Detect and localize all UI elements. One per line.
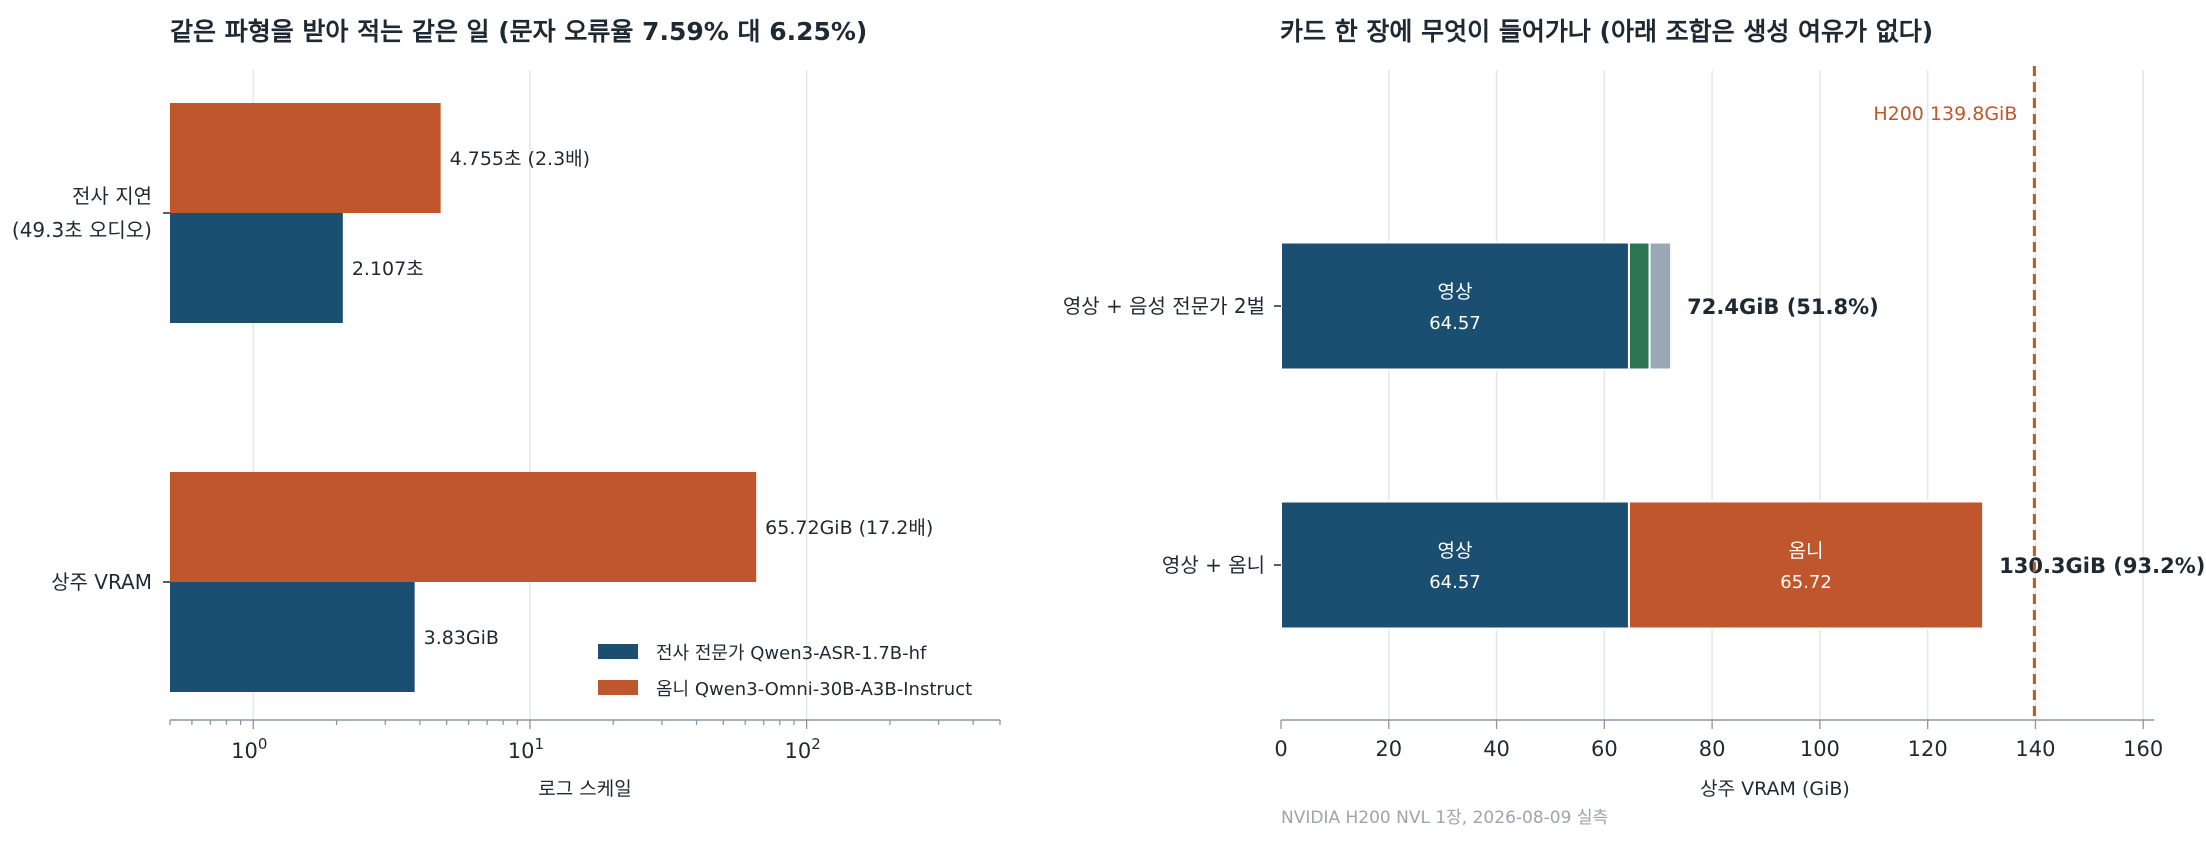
- right-bars: 영상 64.57 72.4GiB (51.8%) 영상 64.57 옴니 65.72 130.…: [1280, 241, 2205, 630]
- right-chart-title: 카드 한 장에 무엇이 들어가나 (아래 조합은 생성 여유가 없다): [1280, 17, 1933, 46]
- left-bar: [170, 472, 757, 582]
- right-x-tick-label: 140: [2015, 737, 2055, 761]
- reference-line-group: H200 139.8GiB: [1873, 66, 2036, 720]
- right-x-axis-label: 상주 VRAM (GiB): [1700, 778, 1850, 800]
- left-bar-value-label: 65.72GiB (17.2배): [765, 517, 933, 539]
- left-legend-label: 옴니 Qwen3-Omni-30B-A3B-Instruct: [656, 679, 972, 700]
- segment-name-label: 영상: [1437, 540, 1472, 562]
- segment-value-label: 64.57: [1429, 572, 1481, 593]
- left-bar-value-label: 2.107초: [352, 258, 424, 280]
- row-total-label: 72.4GiB (51.8%): [1687, 295, 1879, 319]
- left-legend-label: 전사 전문가 Qwen3-ASR-1.7B-hf: [656, 643, 927, 664]
- right-x-tick-label: 80: [1699, 737, 1726, 761]
- left-axes: 전사 지연 (49.3초 오디오) 상주 VRAM 100 101 102: [12, 184, 1001, 763]
- right-stack-segment: [1627, 241, 1651, 371]
- right-chart-panel: 카드 한 장에 무엇이 들어가나 (아래 조합은 생성 여유가 없다) 영상 64…: [1063, 17, 2205, 828]
- measurement-note: NVIDIA H200 NVL 1장, 2026-08-09 실측: [1281, 808, 1608, 828]
- right-x-tick-label: 40: [1483, 737, 1510, 761]
- segment-value-label: 64.57: [1429, 313, 1481, 334]
- right-category-label: 영상 + 음성 전문가 2벌: [1063, 294, 1265, 318]
- left-chart-panel: 같은 파형을 받아 적는 같은 일 (문자 오류율 7.59% 대 6.25%)…: [12, 17, 1001, 800]
- left-bar: [170, 582, 415, 692]
- left-category-label: 상주 VRAM: [51, 570, 152, 594]
- segment-name-label: 옴니: [1789, 540, 1824, 562]
- right-x-tick-label: 120: [1908, 737, 1948, 761]
- right-category-label: 영상 + 옴니: [1162, 553, 1265, 577]
- left-bar-value-label: 3.83GiB: [424, 627, 499, 649]
- right-stack-segment: [1280, 500, 1630, 630]
- left-bars: 4.755초 (2.3배) 2.107초 65.72GiB (17.2배) 3.83G…: [170, 103, 933, 692]
- right-x-tick-label: 160: [2123, 737, 2163, 761]
- left-legend: 전사 전문가 Qwen3-ASR-1.7B-hf 옴니 Qwen3-Omni-30…: [598, 643, 972, 700]
- right-x-tick-label: 20: [1375, 737, 1402, 761]
- left-category-label: (49.3초 오디오): [12, 218, 152, 242]
- left-x-axis-label: 로그 스케일: [538, 778, 631, 800]
- right-stack-segment: [1280, 241, 1630, 371]
- left-legend-swatch: [598, 680, 638, 695]
- right-x-tick-label: 60: [1591, 737, 1618, 761]
- left-x-tick-label: 101: [508, 735, 544, 763]
- left-x-tick-label: 102: [784, 735, 820, 763]
- left-legend-swatch: [598, 644, 638, 659]
- row-total-label: 130.3GiB (93.2%): [1999, 554, 2205, 578]
- left-bar: [170, 213, 343, 323]
- left-chart-title: 같은 파형을 받아 적는 같은 일 (문자 오류율 7.59% 대 6.25%): [170, 17, 867, 46]
- segment-value-label: 65.72: [1780, 572, 1832, 593]
- left-bar-value-label: 4.755초 (2.3배): [450, 148, 590, 170]
- left-bar: [170, 103, 441, 213]
- segment-name-label: 영상: [1437, 281, 1472, 303]
- h200-capacity-label: H200 139.8GiB: [1873, 103, 2017, 125]
- right-x-tick-label: 0: [1274, 737, 1287, 761]
- right-stack-segment: [1627, 500, 1985, 630]
- left-x-tick-label: 100: [231, 735, 267, 763]
- left-category-label: 전사 지연: [72, 184, 152, 208]
- right-stack-segment: [1648, 241, 1673, 371]
- right-x-tick-label: 100: [1800, 737, 1840, 761]
